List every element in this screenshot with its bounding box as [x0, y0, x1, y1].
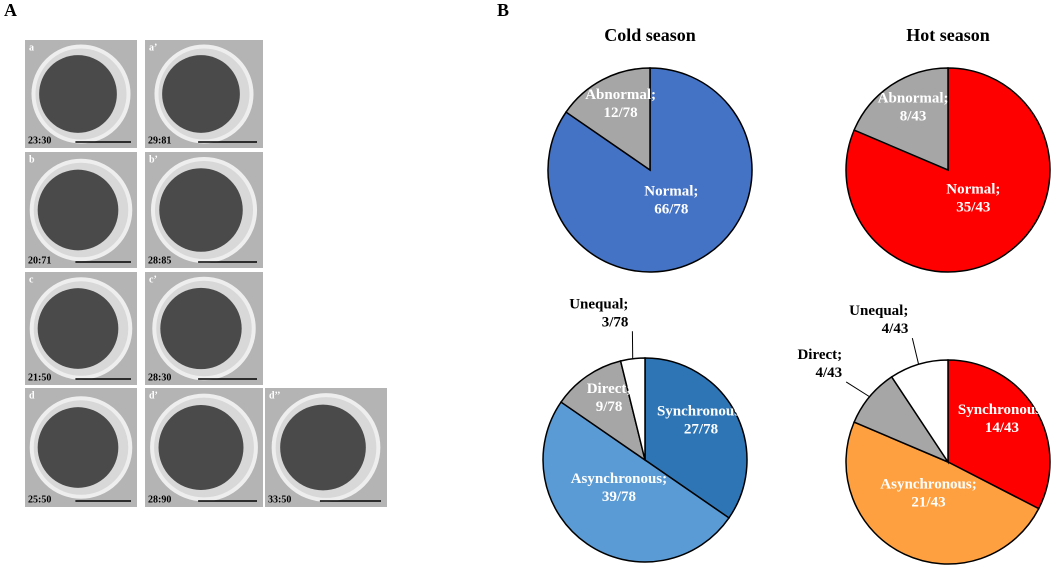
image-label: a [29, 42, 34, 53]
slice-value: 4/43 [815, 365, 842, 381]
leader-line [911, 338, 920, 365]
image-label: c [29, 274, 34, 285]
slice-label: Abnormal; 12/78 [585, 87, 656, 121]
slice-label: Direct; 9/78 [587, 381, 632, 415]
embryo [37, 169, 119, 251]
pie-slice [565, 67, 651, 172]
time-label: 29:81 [148, 135, 171, 146]
slice-value: 39/78 [602, 489, 636, 505]
time-label: 21:50 [28, 372, 51, 383]
slice-category: Abnormal; [878, 91, 949, 107]
slice-category: Direct; [587, 381, 632, 397]
slice-label: Unequal; 3/78 [569, 297, 628, 331]
time-label: 23:30 [28, 135, 51, 146]
time-label: 28:85 [148, 255, 171, 266]
pie-slice [845, 421, 1040, 565]
pie-slice [853, 67, 949, 172]
time-label: 20:71 [28, 255, 51, 266]
embryo [37, 288, 119, 369]
slice-label: Direct; 4/43 [797, 347, 842, 381]
image-label: d’’ [269, 390, 280, 401]
embryo [39, 55, 117, 133]
slice-value: 9/78 [596, 399, 623, 415]
slice-category: Unequal; [569, 297, 628, 313]
slice-label: Unequal; 4/43 [849, 304, 908, 338]
image-label: b [29, 154, 35, 165]
time-label: 28:90 [148, 494, 171, 505]
embryo [158, 405, 244, 490]
time-label: 25:50 [28, 494, 51, 505]
image-label: b’ [149, 154, 158, 165]
pie-slice [644, 357, 748, 519]
embryo [280, 404, 366, 491]
image-label: d [29, 390, 35, 401]
slice-label: Normal; 35/43 [946, 182, 1000, 216]
slice-value: 14/43 [985, 420, 1019, 436]
slice-label: Asynchronous; 21/43 [880, 477, 976, 511]
slice-label: Asynchronous; 39/78 [571, 471, 667, 505]
image-label: c’ [149, 274, 157, 285]
slice-category: Asynchronous; [880, 477, 976, 493]
embryo [160, 287, 242, 370]
pie-slice [560, 360, 647, 462]
slice-category: Synchronous; [958, 402, 1046, 418]
slice-category: Synchronous; [657, 404, 745, 420]
slice-value: 12/78 [604, 105, 638, 121]
slice-category: Normal; [644, 184, 698, 200]
pie-slice [947, 359, 1051, 510]
slice-value: 35/43 [956, 200, 990, 216]
image-label: d’ [149, 390, 158, 401]
slice-label: Synchronous; 27/78 [657, 404, 745, 438]
slice-label: Normal; 66/78 [644, 184, 698, 218]
embryo [37, 407, 119, 488]
slice-value: 27/78 [684, 422, 718, 438]
slice-value: 21/43 [911, 495, 945, 511]
time-label: 33:50 [268, 494, 291, 505]
slice-value: 3/78 [602, 315, 629, 331]
panel-label: B [497, 0, 509, 20]
leader-line [845, 381, 870, 398]
image-label: a’ [149, 42, 157, 53]
time-label: 28:30 [148, 372, 171, 383]
slice-label: Synchronous; 14/43 [958, 402, 1046, 436]
slice-category: Asynchronous; [571, 471, 667, 487]
slice-value: 66/78 [654, 202, 688, 218]
panel-label: A [4, 0, 17, 20]
slice-category: Abnormal; [585, 87, 656, 103]
slice-category: Direct; [797, 347, 842, 363]
slice-value: 8/43 [900, 109, 927, 125]
slice-category: Unequal; [849, 304, 908, 320]
embryo [162, 55, 240, 133]
pie-slice [542, 401, 730, 563]
slice-value: 4/43 [882, 322, 909, 338]
slice-label: Abnormal; 8/43 [878, 91, 949, 125]
pie-slice [619, 357, 646, 461]
chart-title: Cold season [604, 25, 696, 45]
chart-title: Hot season [906, 25, 990, 45]
embryo [159, 168, 243, 252]
slice-category: Normal; [946, 182, 1000, 198]
